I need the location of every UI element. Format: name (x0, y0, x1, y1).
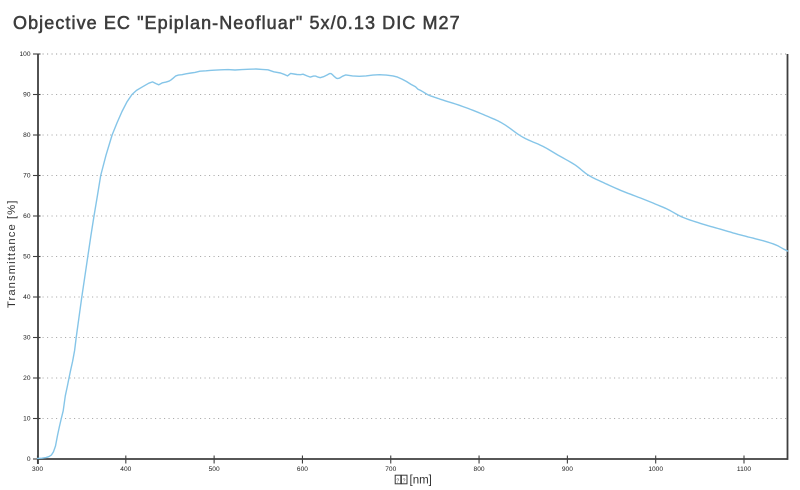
svg-text:50: 50 (23, 254, 31, 261)
svg-text:?: ? (396, 478, 399, 484)
svg-text:?: ? (403, 478, 406, 484)
svg-text:1100: 1100 (737, 466, 752, 473)
svg-text:300: 300 (32, 466, 43, 473)
svg-text:0: 0 (27, 456, 31, 463)
svg-text:40: 40 (23, 294, 31, 301)
svg-text:[nm]: [nm] (410, 475, 432, 487)
svg-text:100: 100 (19, 51, 30, 58)
svg-text:30: 30 (23, 335, 31, 342)
svg-text:900: 900 (562, 466, 573, 473)
svg-text:20: 20 (23, 375, 31, 382)
svg-text:800: 800 (474, 466, 485, 473)
svg-text:70: 70 (23, 173, 31, 180)
svg-text:700: 700 (385, 466, 396, 473)
svg-text:400: 400 (120, 466, 131, 473)
svg-text:Transmittance [%]: Transmittance [%] (6, 200, 18, 308)
svg-text:500: 500 (209, 466, 220, 473)
svg-text:90: 90 (23, 92, 31, 99)
svg-text:1000: 1000 (648, 466, 663, 473)
svg-text:60: 60 (23, 213, 31, 220)
svg-text:10: 10 (23, 416, 31, 423)
svg-text:600: 600 (297, 466, 308, 473)
svg-text:80: 80 (23, 132, 31, 139)
